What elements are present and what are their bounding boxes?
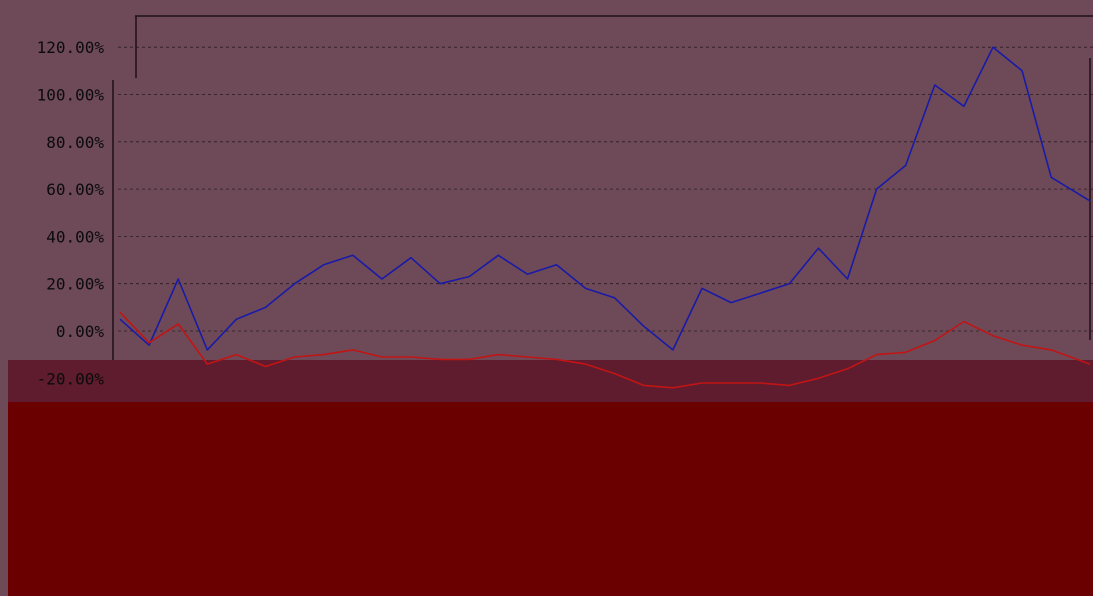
y-tick-label: 0.00% — [56, 322, 105, 341]
y-tick-label: 20.00% — [46, 275, 104, 294]
mid-band — [8, 360, 1093, 402]
y-tick-label: 80.00% — [46, 133, 104, 152]
lower-band — [8, 402, 1093, 596]
series-line-blue — [119, 46, 1091, 351]
y-tick-label: 60.00% — [46, 180, 104, 199]
y-tick-label: 120.00% — [37, 38, 105, 57]
y-tick-label: 40.00% — [46, 227, 104, 246]
series-line-red — [119, 311, 1091, 389]
y-tick-label: 100.00% — [37, 86, 105, 105]
y-tick-label: -20.00% — [37, 369, 105, 388]
y-tick-labels: 120.00% 100.00% 80.00% 60.00% 40.00% 20.00% 0.… — [37, 38, 105, 388]
series-layer — [119, 46, 1091, 389]
